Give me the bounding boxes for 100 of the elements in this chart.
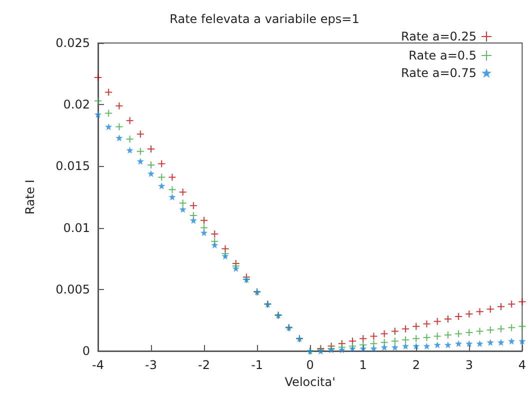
point bbox=[476, 340, 484, 348]
point bbox=[158, 173, 166, 182]
point bbox=[518, 338, 526, 345]
point bbox=[497, 338, 504, 346]
point bbox=[136, 130, 144, 138]
point bbox=[496, 324, 505, 333]
point bbox=[402, 324, 410, 333]
point bbox=[465, 310, 474, 318]
y-axis-title: Rate I bbox=[23, 180, 37, 214]
point bbox=[147, 160, 156, 169]
point bbox=[422, 320, 431, 328]
x-tick-label: -2 bbox=[198, 358, 210, 372]
legend-label: Rate a=0.25 bbox=[401, 30, 476, 44]
point bbox=[465, 328, 474, 337]
x-tick-label: -1 bbox=[251, 358, 264, 372]
point bbox=[104, 109, 113, 118]
point bbox=[200, 224, 208, 232]
point bbox=[390, 337, 399, 346]
point bbox=[200, 229, 208, 236]
point bbox=[168, 194, 176, 200]
point bbox=[359, 340, 368, 349]
point bbox=[518, 298, 526, 306]
point bbox=[94, 73, 102, 82]
y-tick-label: 0.005 bbox=[56, 282, 90, 296]
x-tick-label: -4 bbox=[92, 358, 104, 372]
point bbox=[444, 341, 452, 348]
point bbox=[486, 326, 494, 334]
y-tick-label: 0.02 bbox=[63, 98, 90, 112]
point bbox=[211, 242, 218, 249]
point bbox=[476, 308, 484, 316]
point bbox=[158, 182, 166, 190]
point bbox=[390, 327, 399, 336]
x-tick-label: -3 bbox=[145, 358, 158, 372]
point bbox=[190, 216, 197, 224]
point bbox=[433, 332, 442, 340]
y-tick-label: 0.025 bbox=[56, 36, 90, 50]
point bbox=[210, 230, 219, 238]
point bbox=[360, 345, 367, 352]
x-tick-label: 3 bbox=[465, 358, 473, 372]
point bbox=[508, 300, 516, 308]
point bbox=[126, 146, 134, 154]
point bbox=[380, 344, 388, 351]
point bbox=[370, 345, 378, 352]
x-axis-title: Velocita' bbox=[284, 374, 336, 389]
point bbox=[402, 342, 410, 350]
point bbox=[126, 116, 134, 125]
point bbox=[116, 134, 123, 142]
point bbox=[455, 340, 462, 348]
point bbox=[338, 346, 346, 354]
point bbox=[380, 338, 388, 346]
point bbox=[454, 312, 463, 321]
x-tick-label: 2 bbox=[412, 358, 420, 372]
y-tick-label: 0.015 bbox=[56, 159, 90, 174]
point bbox=[402, 336, 410, 344]
point bbox=[189, 211, 198, 220]
point bbox=[391, 344, 398, 351]
point bbox=[496, 302, 505, 311]
point bbox=[115, 122, 124, 131]
point bbox=[210, 237, 219, 246]
point bbox=[412, 322, 420, 330]
point bbox=[148, 170, 155, 178]
point bbox=[115, 102, 124, 110]
point bbox=[104, 88, 113, 96]
y-tick-label: 0 bbox=[82, 344, 90, 358]
point bbox=[444, 314, 452, 323]
point bbox=[423, 342, 430, 350]
x-tick-label: 4 bbox=[518, 358, 526, 372]
x-tick-label: 0 bbox=[306, 358, 314, 372]
point bbox=[126, 135, 134, 144]
point bbox=[178, 199, 187, 208]
point bbox=[94, 96, 102, 105]
point bbox=[200, 216, 208, 224]
point bbox=[518, 322, 526, 330]
point bbox=[221, 244, 230, 253]
point bbox=[359, 334, 368, 343]
point bbox=[222, 252, 229, 260]
y-tick-label: 0.01 bbox=[63, 220, 90, 235]
point bbox=[348, 337, 357, 346]
point bbox=[412, 334, 420, 343]
point bbox=[94, 110, 102, 118]
point bbox=[189, 202, 198, 210]
point bbox=[147, 144, 156, 153]
point bbox=[444, 330, 452, 339]
point bbox=[454, 330, 463, 338]
point bbox=[232, 264, 240, 272]
point bbox=[466, 340, 473, 348]
point bbox=[179, 206, 186, 213]
chart-title: Rate felevata a variabile eps=1 bbox=[170, 12, 360, 26]
point bbox=[508, 324, 516, 332]
point bbox=[158, 160, 166, 168]
point bbox=[168, 173, 176, 182]
point bbox=[349, 345, 356, 352]
point bbox=[370, 332, 378, 340]
x-tick-label: 1 bbox=[359, 358, 367, 372]
point bbox=[412, 342, 420, 350]
point bbox=[136, 147, 144, 156]
point bbox=[433, 317, 442, 326]
legend-label: Rate a=0.75 bbox=[401, 66, 476, 80]
point bbox=[168, 186, 176, 194]
point bbox=[370, 340, 378, 348]
